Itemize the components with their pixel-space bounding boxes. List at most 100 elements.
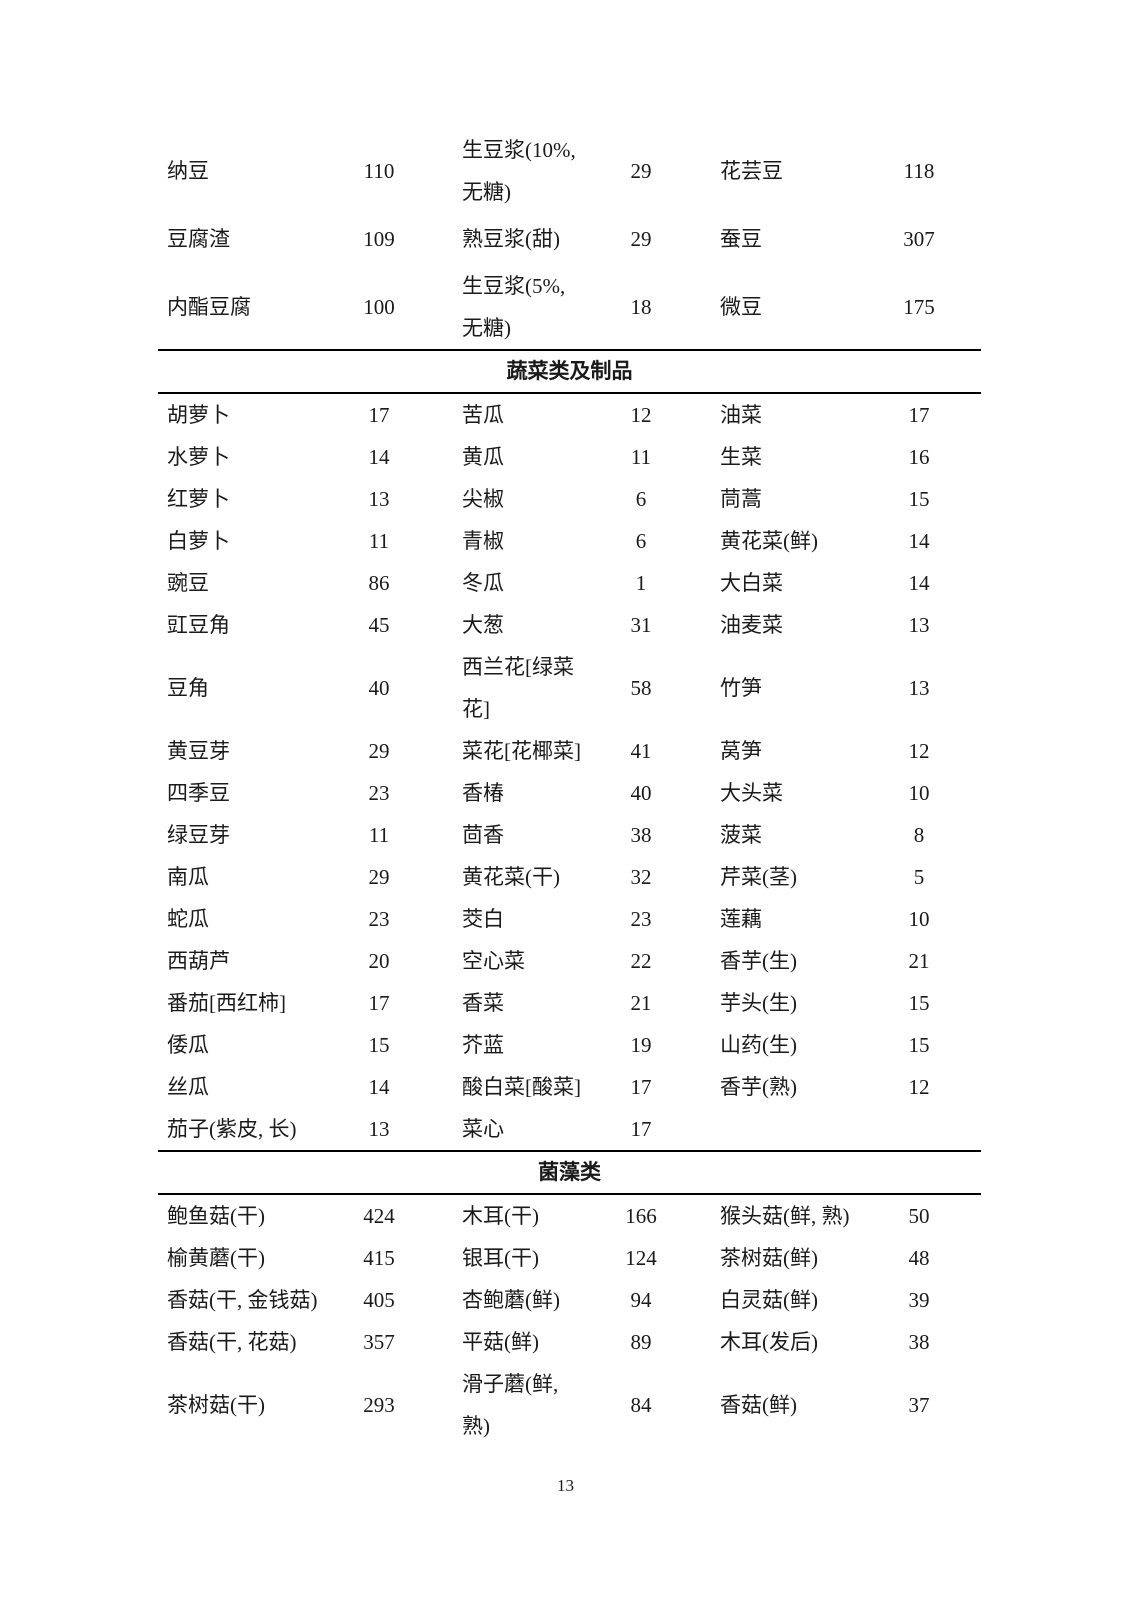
food-name-cell: 香菜 — [462, 991, 504, 1015]
food-name-cell: 蚕豆 — [720, 227, 762, 251]
food-value-cell: 6 — [635, 529, 647, 553]
food-value-cell: 12 — [908, 739, 930, 763]
food-value-cell: 40 — [368, 676, 390, 700]
food-value-cell: 19 — [630, 1033, 652, 1057]
food-value-cell: 37 — [908, 1393, 930, 1417]
food-name-cell: 蛇瓜 — [167, 907, 209, 931]
food-name-cell: 大葱 — [462, 613, 504, 637]
table-row: 香菇(干, 金钱菇) 405 杏鲍蘑(鲜) 94 白灵菇(鲜) 39 — [158, 1279, 981, 1321]
table-row: 白萝卜 11 青椒 6 黄花菜(鲜) 14 — [158, 520, 981, 562]
table-row: 绿豆芽 11 茴香 38 菠菜 8 — [158, 814, 981, 856]
food-name-cell: 西兰花[绿菜花] — [462, 655, 574, 721]
food-value-cell: 1 — [635, 571, 647, 595]
food-value-cell: 21 — [630, 991, 652, 1015]
food-name-cell: 香芋(生) — [720, 949, 797, 973]
food-value-cell: 17 — [908, 403, 930, 427]
food-name-cell: 杏鲍蘑(鲜) — [462, 1288, 560, 1312]
table-row: 榆黄蘑(干) 415 银耳(干) 124 茶树菇(鲜) 48 — [158, 1237, 981, 1279]
food-name-cell: 芋头(生) — [720, 991, 797, 1015]
food-name-cell: 木耳(发后) — [720, 1330, 818, 1354]
food-name-cell: 番茄[西红柿] — [167, 991, 286, 1015]
page-number: 13 — [557, 1476, 574, 1495]
food-name-cell: 纳豆 — [167, 159, 209, 183]
food-name-cell: 茄子(紫皮, 长) — [167, 1117, 297, 1141]
food-name-cell: 生菜 — [720, 445, 762, 469]
food-name-cell: 豇豆角 — [167, 613, 230, 637]
table-row: 丝瓜 14 酸白菜[酸菜] 17 香芋(熟) 12 — [158, 1066, 981, 1108]
food-name-cell: 熟豆浆(甜) — [462, 227, 560, 251]
food-value-cell: 424 — [363, 1204, 395, 1228]
food-name-cell: 木耳(干) — [462, 1204, 539, 1228]
food-name-cell: 冬瓜 — [462, 571, 504, 595]
food-name-cell: 黄花菜(鲜) — [720, 529, 818, 553]
food-value-cell: 166 — [625, 1204, 657, 1228]
food-name-cell: 菠菜 — [720, 823, 762, 847]
table-row: 茄子(紫皮, 长) 13 菜心 17 — [158, 1108, 981, 1150]
food-name-cell: 黄豆芽 — [167, 739, 230, 763]
food-value-cell: 94 — [630, 1288, 652, 1312]
food-name-cell: 香菇(鲜) — [720, 1393, 797, 1417]
food-name-cell: 大白菜 — [720, 571, 783, 595]
food-name-cell: 内酯豆腐 — [167, 295, 251, 319]
food-value-cell: 307 — [903, 227, 935, 251]
food-name-cell: 滑子蘑(鲜, 熟) — [462, 1372, 559, 1438]
food-name-cell: 豆角 — [167, 676, 209, 700]
food-name-cell: 油麦菜 — [720, 613, 783, 637]
table-row: 豇豆角 45 大葱 31 油麦菜 13 — [158, 604, 981, 646]
food-name-cell: 花芸豆 — [720, 159, 783, 183]
food-name-cell: 茴香 — [462, 823, 504, 847]
food-name-cell: 丝瓜 — [167, 1075, 209, 1099]
table-row: 四季豆 23 香椿 40 大头菜 10 — [158, 772, 981, 814]
food-name-cell: 西葫芦 — [167, 949, 230, 973]
food-value-cell: 13 — [908, 676, 930, 700]
food-name-cell: 黄花菜(干) — [462, 865, 560, 889]
food-value-cell: 14 — [368, 1075, 390, 1099]
food-name-cell: 莲藕 — [720, 907, 762, 931]
food-value-cell: 38 — [908, 1330, 930, 1354]
food-value-cell: 6 — [635, 487, 647, 511]
food-value-cell: 50 — [908, 1204, 930, 1228]
food-value-cell: 17 — [368, 991, 390, 1015]
food-name-cell: 微豆 — [720, 295, 762, 319]
table-row: 豆角 40 西兰花[绿菜花] 58 竹笋 13 — [158, 646, 981, 730]
table-row: 南瓜 29 黄花菜(干) 32 芹菜(茎) 5 — [158, 856, 981, 898]
food-name-cell: 香菇(干, 金钱菇) — [167, 1288, 318, 1312]
food-value-cell: 15 — [908, 1033, 930, 1057]
food-value-cell: 32 — [630, 865, 652, 889]
table-row: 茶树菇(干) 293 滑子蘑(鲜, 熟) 84 香菇(鲜) 37 — [158, 1363, 981, 1447]
food-value-cell: 110 — [363, 159, 395, 183]
food-value-cell: 11 — [368, 823, 390, 847]
food-value-cell: 20 — [368, 949, 390, 973]
food-table: 纳豆 110 生豆浆(10%, 无糖) 29 花芸豆 118 豆腐渣 109 熟豆浆(甜) 29 蚕… — [158, 129, 981, 1447]
food-name-cell: 菜心 — [462, 1117, 504, 1141]
food-name-cell: 香芋(熟) — [720, 1075, 797, 1099]
food-value-cell: 293 — [363, 1393, 395, 1417]
food-name-cell: 菜花[花椰菜] — [462, 739, 581, 763]
food-name-cell: 南瓜 — [167, 865, 209, 889]
food-name-cell: 茼蒿 — [720, 487, 762, 511]
food-value-cell: 415 — [363, 1246, 395, 1270]
table-row: 豆腐渣 109 熟豆浆(甜) 29 蚕豆 307 — [158, 213, 981, 265]
food-value-cell: 89 — [630, 1330, 652, 1354]
table-row: 蛇瓜 23 茭白 23 莲藕 10 — [158, 898, 981, 940]
food-name-cell: 黄瓜 — [462, 445, 504, 469]
food-value-cell: 8 — [913, 823, 925, 847]
food-name-cell: 芥蓝 — [462, 1033, 504, 1057]
food-value-cell: 29 — [630, 159, 652, 183]
table-row: 黄豆芽 29 菜花[花椰菜] 41 莴笋 12 — [158, 730, 981, 772]
food-value-cell: 31 — [630, 613, 652, 637]
table-row: 胡萝卜 17 苦瓜 12 油菜 17 — [158, 394, 981, 436]
food-name-cell: 银耳(干) — [462, 1246, 539, 1270]
food-value-cell: 13 — [908, 613, 930, 637]
food-name-cell: 大头菜 — [720, 781, 783, 805]
food-value-cell: 14 — [908, 571, 930, 595]
food-value-cell: 29 — [630, 227, 652, 251]
food-name-cell: 猴头菇(鲜, 熟) — [720, 1204, 850, 1228]
food-value-cell: 14 — [368, 445, 390, 469]
food-value-cell: 40 — [630, 781, 652, 805]
food-value-cell: 13 — [368, 487, 390, 511]
table-row: 鲍鱼菇(干) 424 木耳(干) 166 猴头菇(鲜, 熟) 50 — [158, 1195, 981, 1237]
section-header: 菌藻类 — [158, 1150, 981, 1195]
food-name-cell: 苦瓜 — [462, 403, 504, 427]
